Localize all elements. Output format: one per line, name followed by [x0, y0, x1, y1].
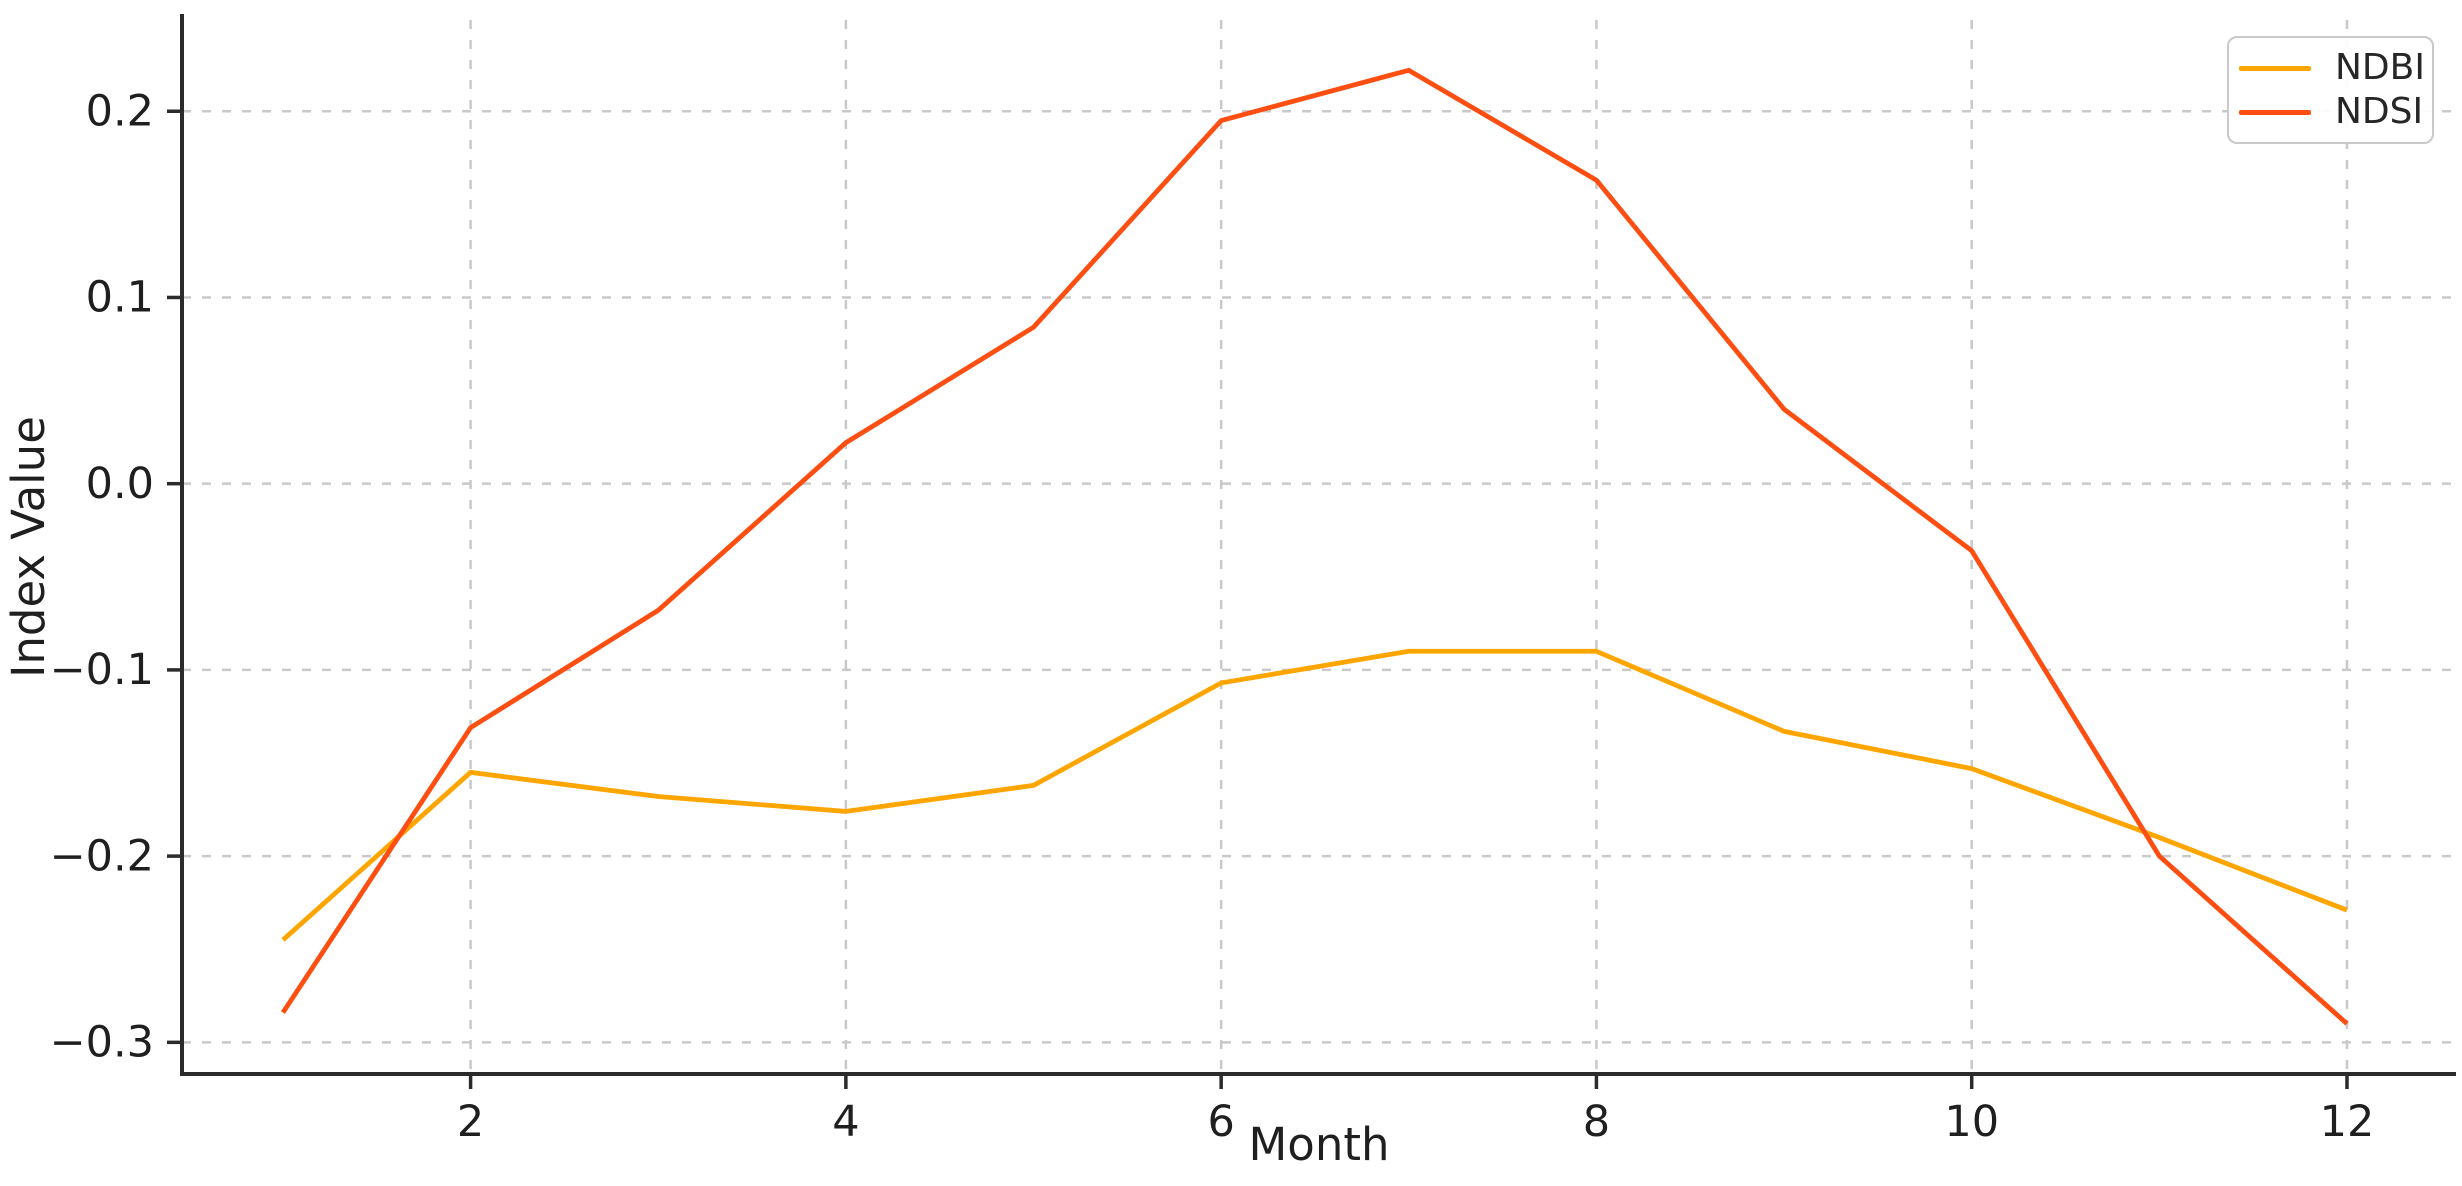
x-tick-label: 2 [457, 1097, 484, 1147]
y-tick-label: −0.1 [50, 645, 154, 695]
x-tick-label: 6 [1207, 1097, 1234, 1147]
y-axis-label: Index Value [2, 416, 55, 678]
x-tick-label: 8 [1583, 1097, 1610, 1147]
x-tick-label: 4 [832, 1097, 859, 1147]
grid-layer [182, 20, 2456, 1074]
legend-line-ndsi-icon [2239, 109, 2311, 115]
y-tick-label: 0.0 [86, 459, 154, 509]
legend-label-ndsi: NDSI [2335, 91, 2424, 132]
legend-item-ndsi: NDSI [2239, 91, 2424, 132]
legend-item-ndbi: NDBI [2239, 47, 2425, 88]
x-tick-label: 10 [1944, 1097, 1999, 1147]
y-tick-label: −0.2 [50, 831, 154, 881]
x-tick-label: 12 [2320, 1097, 2375, 1147]
x-axis-label: Month [1248, 1118, 1389, 1171]
series-layer [280, 67, 2349, 1026]
y-tick-label: 0.1 [86, 273, 154, 323]
axes-layer: 0.2 0.1 0.0 −0.1 −0.2 −0.3 2 4 6 8 10 12 [50, 14, 2456, 1147]
series-line-ndbi [281, 648, 2348, 942]
series-line-ndsi [280, 67, 2349, 1026]
legend: NDBI NDSI [2227, 36, 2434, 144]
y-tick-label: −0.3 [50, 1018, 154, 1068]
y-tick-label: 0.2 [86, 86, 154, 136]
legend-label-ndbi: NDBI [2335, 47, 2425, 88]
legend-line-ndbi-icon [2239, 65, 2311, 71]
